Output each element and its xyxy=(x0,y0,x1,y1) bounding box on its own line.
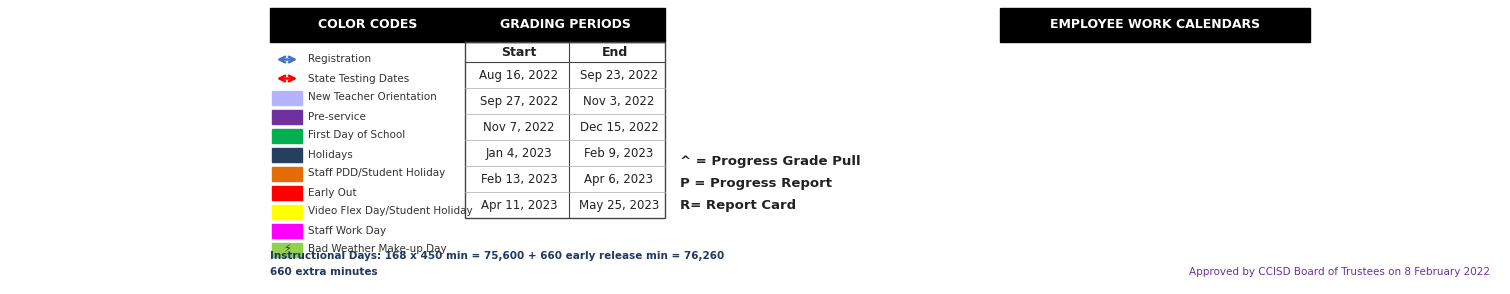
Text: P = Progress Report: P = Progress Report xyxy=(680,178,832,191)
Bar xyxy=(272,128,302,143)
Bar xyxy=(272,109,302,123)
Text: Apr 11, 2023: Apr 11, 2023 xyxy=(480,198,557,211)
Text: Sep 23, 2022: Sep 23, 2022 xyxy=(580,69,658,81)
Bar xyxy=(272,223,302,238)
Text: Instructional Days: 168 x 450 min = 75,600 + 660 early release min = 76,260: Instructional Days: 168 x 450 min = 75,6… xyxy=(270,251,725,261)
Bar xyxy=(465,42,664,218)
Text: Jan 4, 2023: Jan 4, 2023 xyxy=(486,146,553,160)
Text: Staff PDD/Student Holiday: Staff PDD/Student Holiday xyxy=(308,168,445,178)
Bar xyxy=(272,243,302,256)
Text: Early Out: Early Out xyxy=(308,188,356,198)
Text: Bad Weather Make-up Day: Bad Weather Make-up Day xyxy=(308,245,447,255)
Text: First Day of School: First Day of School xyxy=(308,131,405,141)
Text: Nov 3, 2022: Nov 3, 2022 xyxy=(583,94,655,108)
Text: Start: Start xyxy=(501,46,536,59)
Bar xyxy=(272,205,302,218)
Text: Approved by CCISD Board of Trustees on 8 February 2022: Approved by CCISD Board of Trustees on 8… xyxy=(1188,267,1490,277)
Text: Dec 15, 2022: Dec 15, 2022 xyxy=(580,121,658,133)
Bar xyxy=(272,186,302,200)
Text: Aug 16, 2022: Aug 16, 2022 xyxy=(480,69,559,81)
Bar xyxy=(272,148,302,161)
Text: End: End xyxy=(602,46,628,59)
Text: COLOR CODES: COLOR CODES xyxy=(317,19,417,31)
Text: State Testing Dates: State Testing Dates xyxy=(308,74,409,83)
Text: ⚡: ⚡ xyxy=(284,245,291,255)
Text: ^ = Progress Grade Pull: ^ = Progress Grade Pull xyxy=(680,156,861,168)
Text: Video Flex Day/Student Holiday: Video Flex Day/Student Holiday xyxy=(308,206,473,216)
Text: R= Report Card: R= Report Card xyxy=(680,200,796,213)
Text: GRADING PERIODS: GRADING PERIODS xyxy=(500,19,631,31)
Bar xyxy=(270,8,465,42)
Text: Nov 7, 2022: Nov 7, 2022 xyxy=(483,121,554,133)
Text: Feb 9, 2023: Feb 9, 2023 xyxy=(584,146,654,160)
Text: New Teacher Orientation: New Teacher Orientation xyxy=(308,93,436,103)
Text: Holidays: Holidays xyxy=(308,150,353,160)
Bar xyxy=(1000,8,1311,42)
Text: May 25, 2023: May 25, 2023 xyxy=(578,198,660,211)
Text: Sep 27, 2022: Sep 27, 2022 xyxy=(480,94,559,108)
Bar xyxy=(272,91,302,104)
Bar xyxy=(272,166,302,181)
Bar xyxy=(465,8,664,42)
Text: Feb 13, 2023: Feb 13, 2023 xyxy=(480,173,557,186)
Text: 660 extra minutes: 660 extra minutes xyxy=(270,267,378,277)
Text: Registration: Registration xyxy=(308,54,371,64)
Text: Pre-service: Pre-service xyxy=(308,111,365,121)
Text: EMPLOYEE WORK CALENDARS: EMPLOYEE WORK CALENDARS xyxy=(1049,19,1259,31)
Text: Staff Work Day: Staff Work Day xyxy=(308,225,387,235)
Text: Apr 6, 2023: Apr 6, 2023 xyxy=(584,173,654,186)
